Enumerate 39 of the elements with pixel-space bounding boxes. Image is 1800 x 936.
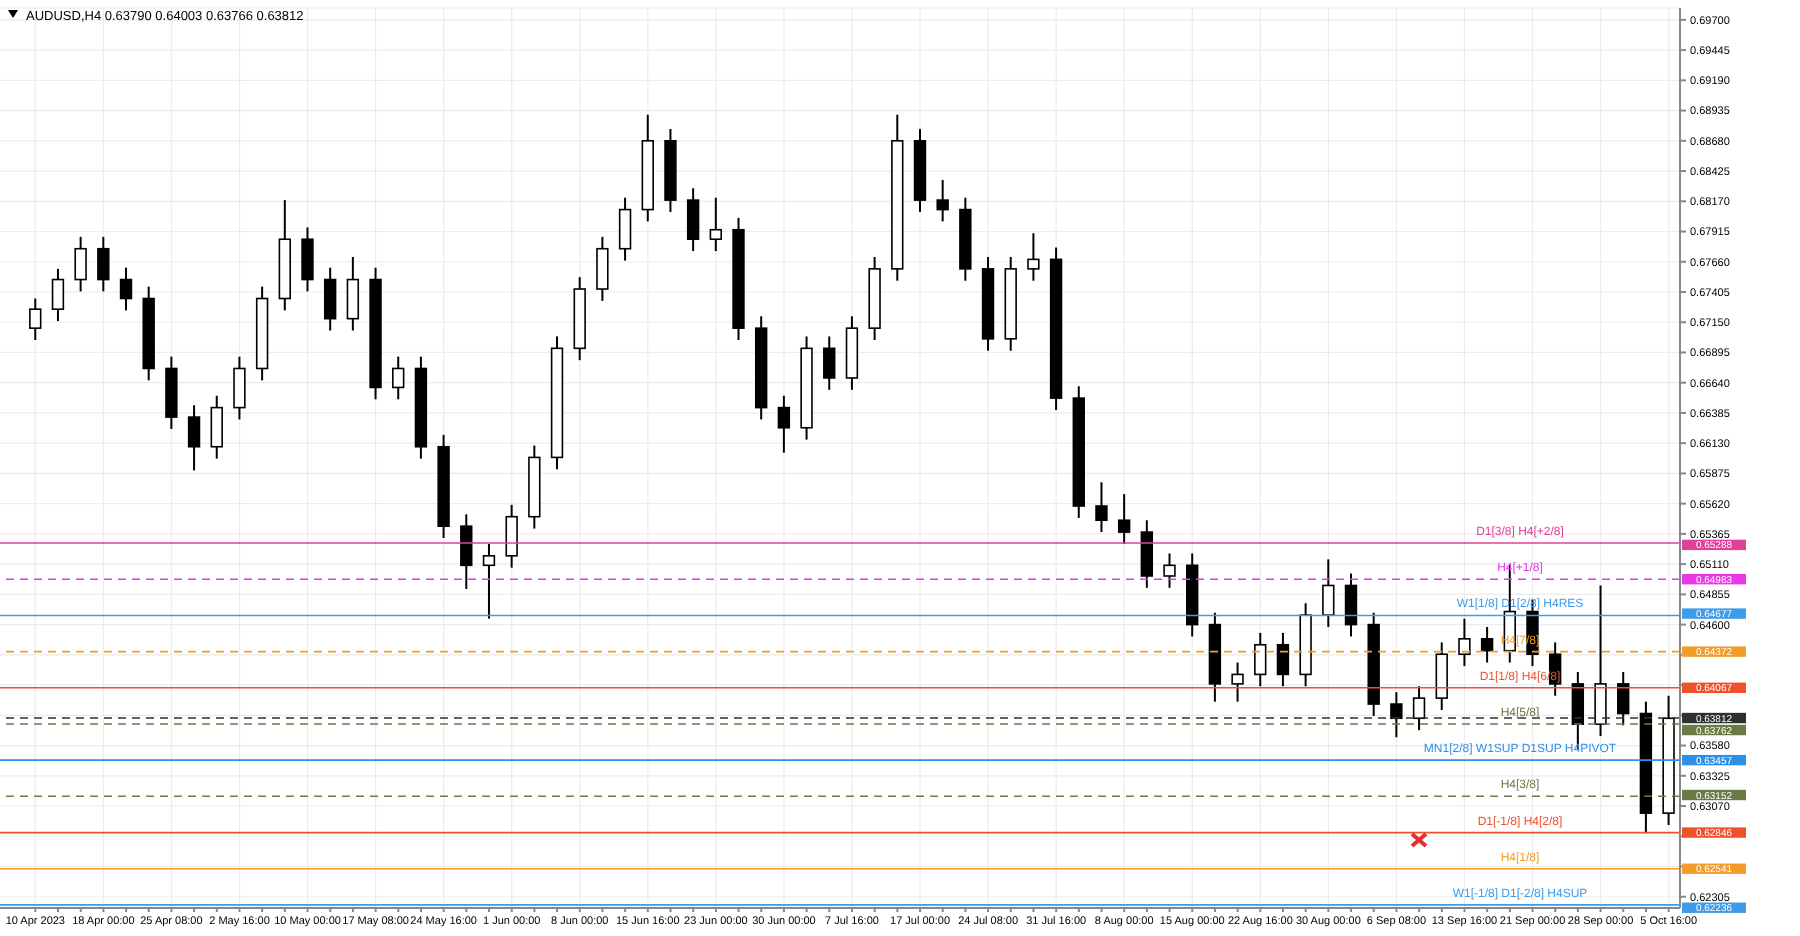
candlestick (392, 355, 405, 401)
candlestick (97, 235, 110, 293)
candlestick (1027, 232, 1040, 282)
candlestick (777, 394, 791, 454)
candlestick (596, 235, 609, 302)
candlestick (1254, 631, 1267, 688)
candlestick (233, 355, 246, 421)
candlestick (1322, 558, 1335, 628)
candlestick (1594, 584, 1607, 738)
candlestick (323, 266, 337, 332)
candlestick (187, 404, 201, 472)
candlestick (1276, 631, 1290, 688)
candlestick (1617, 671, 1630, 727)
candlestick (1117, 493, 1131, 545)
candlestick (1458, 617, 1471, 668)
candlestick (505, 503, 518, 569)
candlestick (1231, 661, 1244, 703)
candlestick (1140, 519, 1154, 589)
candlestick (1163, 552, 1176, 589)
candlestick (936, 178, 949, 223)
candlestick (686, 187, 700, 253)
candlestick (1344, 572, 1358, 638)
candlestick (460, 513, 473, 591)
candlestick (74, 235, 87, 293)
candlestick (482, 542, 496, 620)
candlestick (823, 335, 836, 391)
candlestick (119, 266, 133, 312)
candlestick (210, 394, 223, 460)
candlestick (618, 196, 632, 262)
candlestick (1390, 691, 1403, 739)
candlestick (709, 196, 723, 253)
candlestick (51, 267, 65, 323)
candlestick (301, 226, 314, 293)
candlestick (346, 256, 360, 332)
candlestick (1480, 625, 1494, 664)
candlestick (1435, 641, 1448, 711)
candlestick (1095, 481, 1108, 534)
candlestick (1412, 685, 1426, 732)
candlestick (29, 297, 42, 342)
